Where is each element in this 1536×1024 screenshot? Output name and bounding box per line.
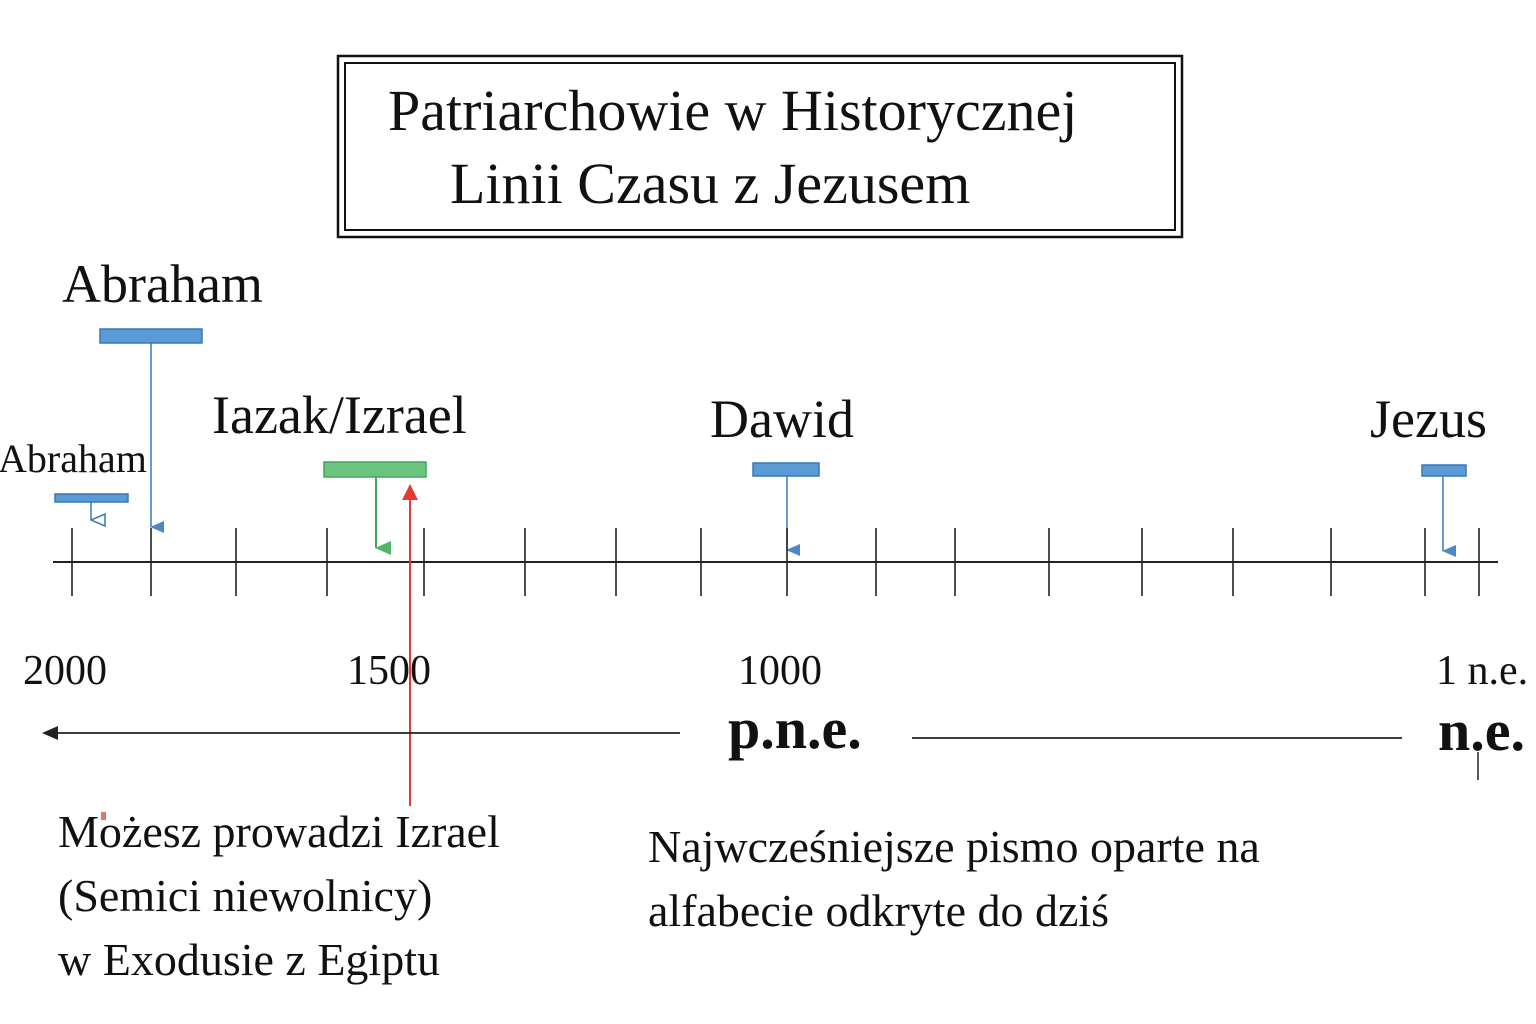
bc-direction-arrowhead — [42, 726, 58, 740]
note-moses-line-1: Możesz prowadzi Izrael — [58, 806, 500, 857]
bar-isaac — [323, 461, 427, 478]
person-label-abraham-upper: Abraham — [62, 254, 263, 314]
exodus-marker — [402, 484, 418, 806]
year-label-1500: 1500 — [347, 648, 431, 694]
exodus-arrowhead — [402, 484, 418, 500]
timeline-axis — [53, 528, 1498, 596]
marker-isaac: Iazak/Izrael — [212, 385, 467, 555]
era-row: p.n.e. n.e. — [42, 696, 1525, 780]
year-label-1-ad: 1 n.e. — [1436, 648, 1528, 694]
title-line-1: Patriarchowie w Historycznej — [388, 78, 1077, 143]
marker-jesus: Jezus — [1370, 389, 1487, 557]
era-label-bc: p.n.e. — [728, 696, 862, 761]
year-label-2000: 2000 — [23, 648, 107, 694]
marker-abraham-upper: Abraham — [62, 254, 263, 533]
person-label-jesus: Jezus — [1370, 389, 1487, 449]
note-marker-dot — [101, 812, 106, 820]
era-label-ad: n.e. — [1438, 698, 1525, 763]
year-labels: 2000 1500 1000 1 n.e. — [23, 648, 1528, 694]
note-moses-line-2: (Semici niewolnicy) — [58, 870, 432, 921]
person-label-abraham-lower: Abraham — [0, 436, 147, 481]
year-label-1000: 1000 — [738, 648, 822, 694]
note-alphabet-line-2: alfabecie odkryte do dziś — [648, 885, 1109, 936]
note-moses-line-3: w Exodusie z Egiptu — [58, 934, 440, 985]
bar-abraham-upper — [99, 328, 203, 344]
bar-jesus — [1421, 464, 1467, 477]
title-line-2: Linii Czasu z Jezusem — [450, 151, 970, 216]
note-alphabet-line-1: Najwcześniejsze pismo oparte na — [648, 821, 1260, 872]
title-box: Patriarchowie w Historycznej Linii Czasu… — [336, 54, 1184, 239]
bar-david — [752, 462, 820, 477]
marker-david: Dawid — [710, 389, 854, 556]
bar-abraham-lower — [54, 493, 129, 503]
person-label-isaac: Iazak/Izrael — [212, 385, 467, 445]
person-label-david: Dawid — [710, 389, 854, 449]
note-moses: Możesz prowadzi Izrael (Semici niewolnic… — [58, 806, 500, 985]
axis-ticks — [71, 528, 1480, 596]
note-alphabet: Najwcześniejsze pismo oparte na alfabeci… — [648, 821, 1260, 936]
marker-abraham-lower: Abraham — [0, 436, 147, 520]
